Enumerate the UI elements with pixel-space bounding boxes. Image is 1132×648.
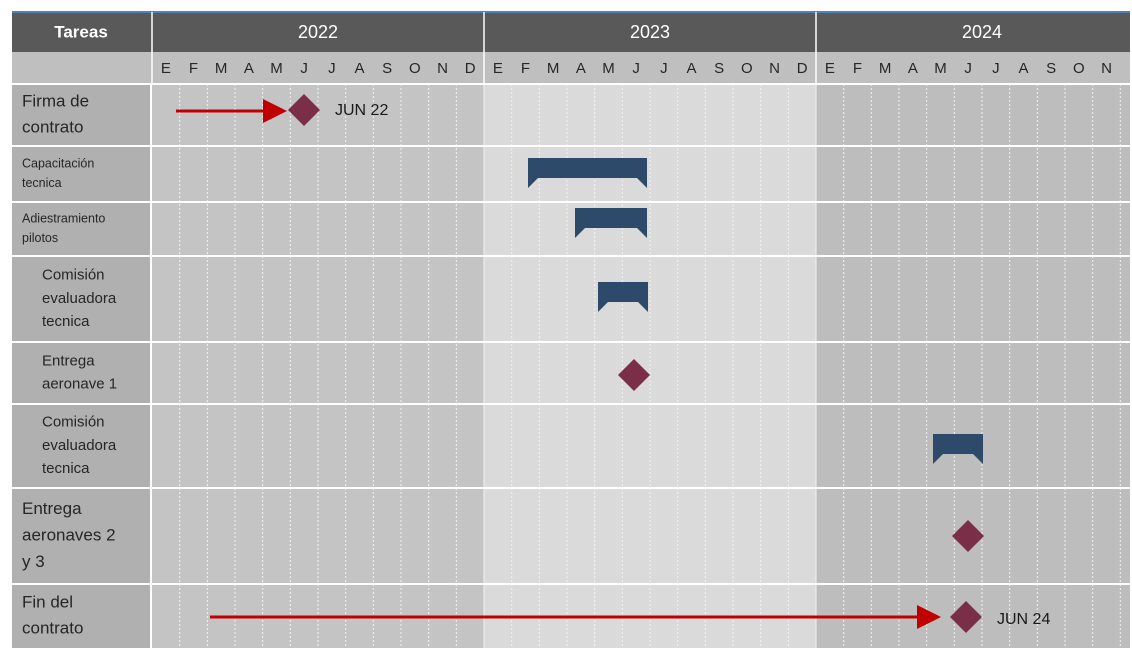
month-label: O — [741, 60, 753, 77]
month-label: O — [1073, 60, 1085, 77]
task-label: Adiestramiento — [22, 212, 105, 226]
month-label: M — [215, 60, 228, 77]
annotation: JUN 24 — [997, 611, 1050, 628]
month-label: A — [244, 60, 254, 77]
month-label: F — [521, 60, 530, 77]
month-label: M — [602, 60, 615, 77]
month-label: E — [161, 60, 171, 77]
task-cell — [12, 342, 150, 404]
month-label: E — [825, 60, 835, 77]
month-label: A — [354, 60, 364, 77]
task-cell — [12, 584, 150, 648]
month-label: O — [409, 60, 421, 77]
month-label: F — [189, 60, 198, 77]
month-label: J — [964, 60, 972, 77]
month-label: J — [660, 60, 668, 77]
year-label: 2022 — [298, 22, 338, 42]
task-label: tecnica — [22, 176, 62, 190]
task-label: Firma de — [22, 91, 89, 110]
month-label: N — [437, 60, 448, 77]
task-label: Fin del — [22, 592, 73, 611]
month-label: J — [328, 60, 336, 77]
task-cell — [12, 256, 150, 342]
task-label: tecnica — [42, 460, 90, 477]
task-cell — [12, 202, 150, 256]
task-label: aeronave 1 — [42, 376, 117, 393]
month-label: D — [797, 60, 808, 77]
milestone — [618, 359, 650, 391]
month-label: S — [1046, 60, 1056, 77]
task-bar — [575, 208, 647, 238]
month-label: S — [714, 60, 724, 77]
task-label: evaluadora — [42, 290, 117, 307]
year-label: 2023 — [630, 22, 670, 42]
month-label: J — [300, 60, 308, 77]
month-label: M — [934, 60, 947, 77]
task-label: contrato — [22, 118, 83, 137]
month-label: M — [270, 60, 283, 77]
task-label: tecnica — [42, 313, 90, 330]
month-label: N — [769, 60, 780, 77]
task-label: Entrega — [22, 499, 82, 518]
task-cell — [12, 146, 150, 202]
task-label: Comisión — [42, 267, 105, 284]
month-row — [12, 52, 1130, 84]
task-cell — [12, 404, 150, 488]
task-label: evaluadora — [42, 437, 117, 454]
month-label: A — [908, 60, 918, 77]
year-band — [816, 84, 1130, 648]
month-label: M — [879, 60, 892, 77]
task-cell — [12, 488, 150, 584]
month-label: N — [1101, 60, 1112, 77]
month-label: A — [576, 60, 586, 77]
task-label: contrato — [22, 619, 83, 638]
task-bar — [528, 158, 647, 188]
month-label: D — [465, 60, 476, 77]
annotation: JUN 22 — [335, 102, 388, 119]
task-label: aeronaves 2 — [22, 525, 116, 544]
month-label: E — [493, 60, 503, 77]
task-label: Capacitación — [22, 157, 94, 171]
milestone — [950, 601, 982, 633]
month-label: F — [853, 60, 862, 77]
task-label: Comisión — [42, 414, 105, 431]
year-label: 2024 — [962, 22, 1002, 42]
task-bar — [933, 434, 983, 464]
month-label: J — [992, 60, 1000, 77]
milestone — [952, 520, 984, 552]
milestone — [288, 94, 320, 126]
header-row — [12, 12, 1130, 52]
task-cell — [12, 84, 150, 146]
header-title: Tareas — [54, 22, 108, 41]
task-label: Entrega — [42, 352, 95, 369]
month-label: M — [547, 60, 560, 77]
month-label: J — [632, 60, 640, 77]
month-label: A — [686, 60, 696, 77]
task-label: pilotos — [22, 231, 58, 245]
month-label: S — [382, 60, 392, 77]
task-label: y 3 — [22, 552, 45, 571]
task-bar — [598, 282, 648, 312]
month-label: A — [1018, 60, 1028, 77]
